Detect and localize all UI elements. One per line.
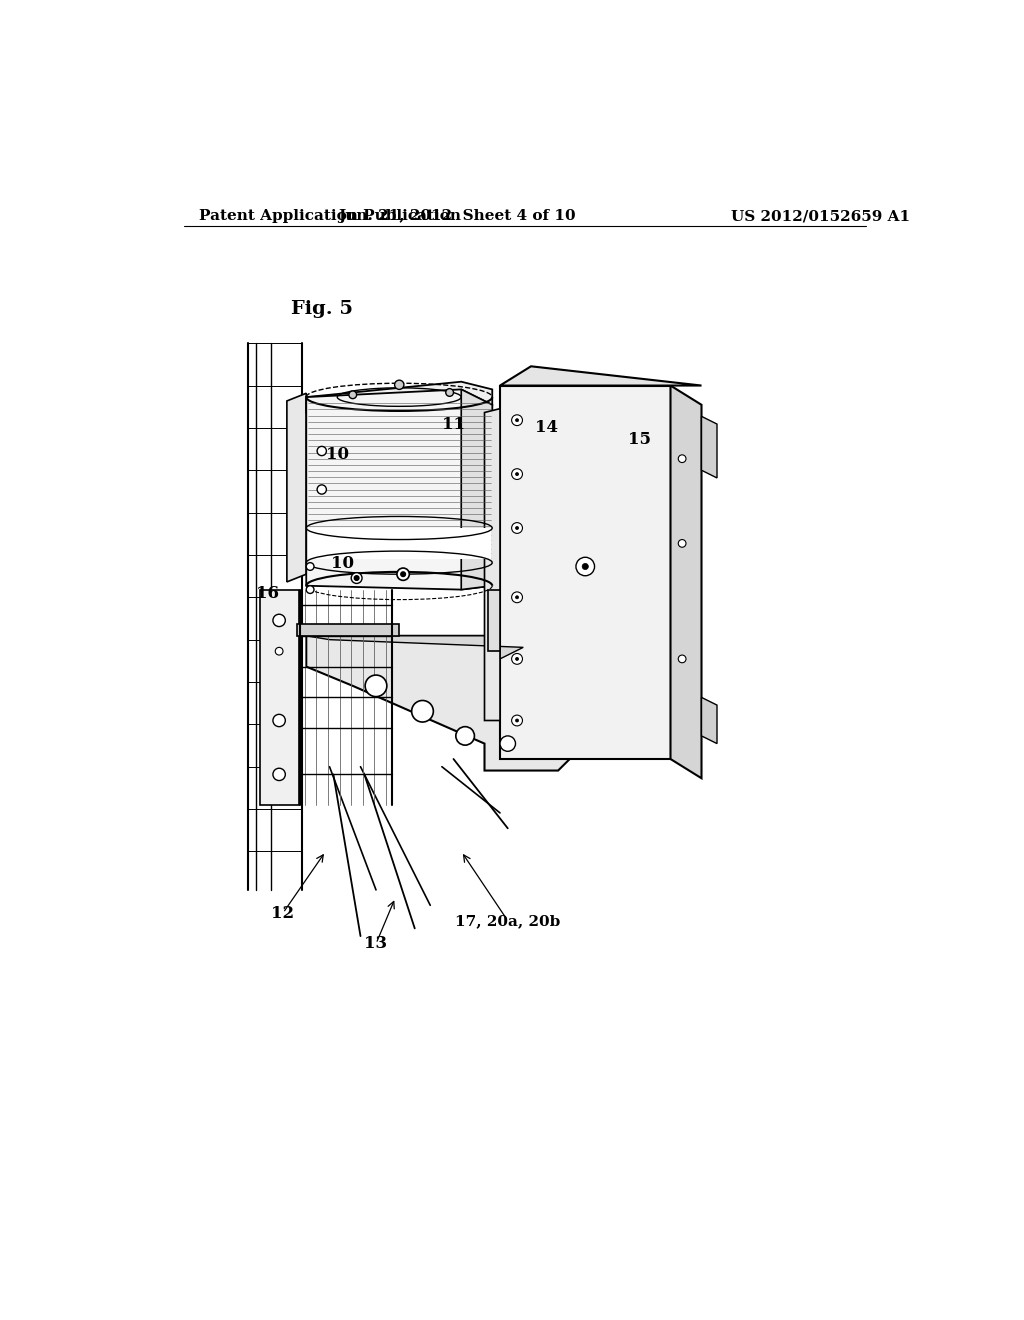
Circle shape <box>445 388 454 396</box>
Polygon shape <box>500 385 671 759</box>
Polygon shape <box>461 389 493 590</box>
Text: 11: 11 <box>442 416 465 433</box>
Circle shape <box>678 655 686 663</box>
Circle shape <box>515 473 518 475</box>
Polygon shape <box>500 367 701 385</box>
Circle shape <box>273 768 286 780</box>
Text: US 2012/0152659 A1: US 2012/0152659 A1 <box>731 209 910 223</box>
Circle shape <box>512 591 522 603</box>
Polygon shape <box>306 636 569 771</box>
Circle shape <box>349 391 356 399</box>
Polygon shape <box>297 624 399 636</box>
Circle shape <box>306 586 314 594</box>
Circle shape <box>515 719 518 722</box>
Polygon shape <box>671 385 701 779</box>
Circle shape <box>351 573 362 583</box>
Circle shape <box>512 414 522 425</box>
Circle shape <box>512 523 522 533</box>
Circle shape <box>397 568 410 581</box>
Circle shape <box>512 715 522 726</box>
Polygon shape <box>488 590 500 651</box>
Text: 15: 15 <box>628 430 651 447</box>
Polygon shape <box>260 590 299 805</box>
Circle shape <box>512 469 522 479</box>
Circle shape <box>366 675 387 697</box>
Polygon shape <box>308 528 490 558</box>
Circle shape <box>394 380 403 389</box>
Circle shape <box>412 701 433 722</box>
Circle shape <box>512 653 522 664</box>
Circle shape <box>317 484 327 494</box>
Circle shape <box>500 737 515 751</box>
Circle shape <box>515 657 518 660</box>
Polygon shape <box>701 697 717 743</box>
Circle shape <box>354 576 359 581</box>
Text: 16: 16 <box>256 585 279 602</box>
Circle shape <box>515 595 518 599</box>
Text: Patent Application Publication: Patent Application Publication <box>200 209 462 223</box>
Polygon shape <box>287 393 306 582</box>
Circle shape <box>575 557 595 576</box>
Circle shape <box>273 614 286 627</box>
Text: Jun. 21, 2012  Sheet 4 of 10: Jun. 21, 2012 Sheet 4 of 10 <box>339 209 577 223</box>
Circle shape <box>678 455 686 462</box>
Circle shape <box>400 572 406 577</box>
Text: 13: 13 <box>365 936 387 952</box>
Circle shape <box>273 714 286 726</box>
Text: 14: 14 <box>535 420 558 437</box>
Circle shape <box>317 446 327 455</box>
Circle shape <box>456 726 474 744</box>
Text: 10: 10 <box>326 446 349 463</box>
Polygon shape <box>306 389 493 590</box>
Circle shape <box>275 647 283 655</box>
Polygon shape <box>484 409 500 721</box>
Circle shape <box>306 562 314 570</box>
Circle shape <box>515 418 518 422</box>
Text: 17, 20a, 20b: 17, 20a, 20b <box>455 913 560 928</box>
Circle shape <box>678 540 686 548</box>
Text: 12: 12 <box>271 904 295 921</box>
Polygon shape <box>701 416 717 478</box>
Circle shape <box>515 527 518 529</box>
Text: 10: 10 <box>331 556 353 573</box>
Polygon shape <box>306 636 523 659</box>
Circle shape <box>583 564 589 570</box>
Polygon shape <box>306 381 493 412</box>
Text: Fig. 5: Fig. 5 <box>291 300 352 318</box>
